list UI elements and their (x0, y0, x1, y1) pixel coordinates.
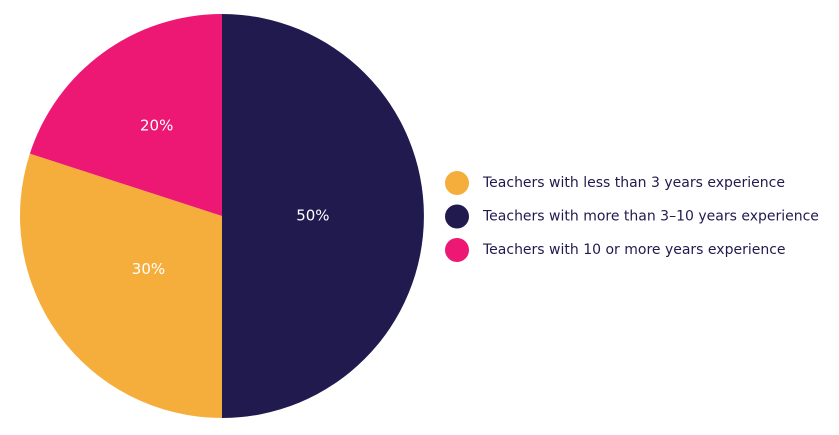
legend-label: Teachers with less than 3 years experien… (482, 175, 785, 191)
slice-label: 30% (132, 260, 165, 278)
pie-slice (29, 14, 223, 216)
pie-slice (19, 153, 222, 419)
slice-label: 20% (140, 117, 173, 135)
legend-swatch (445, 238, 469, 262)
pie-slice (222, 14, 424, 418)
legend-label: Teachers with 10 or more years experienc… (482, 242, 786, 258)
legend-label: Teachers with more than 3–10 years exper… (482, 209, 819, 225)
slice-label: 50% (296, 207, 329, 225)
legend-swatch (445, 171, 469, 195)
legend-swatch (445, 204, 469, 229)
